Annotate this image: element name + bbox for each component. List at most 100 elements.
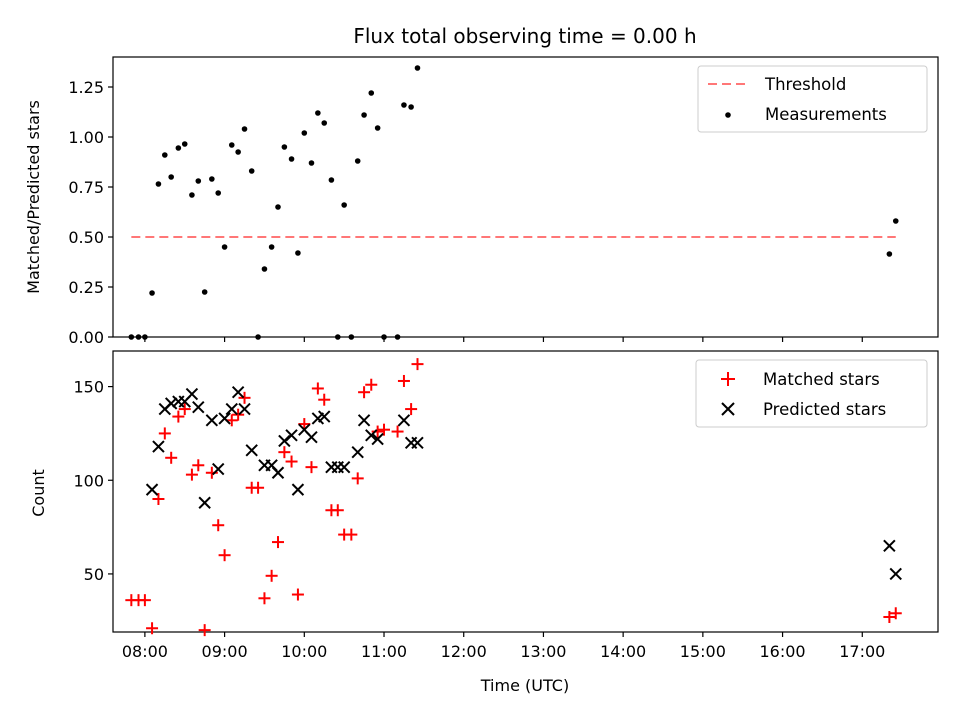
predicted-star-point (225, 402, 238, 416)
predicted-star-point (278, 434, 291, 448)
legend-measurements-label: Measurements (765, 105, 887, 124)
matched-star-point (218, 549, 231, 562)
predicted-star-point (152, 440, 165, 453)
matched-star-point (405, 403, 418, 416)
matched-star-point (291, 588, 304, 601)
measurement-point (215, 190, 222, 196)
predicted-star-point (285, 429, 298, 442)
predicted-star-point (305, 430, 318, 444)
predicted-star-point (351, 445, 364, 459)
measurement-point (261, 266, 268, 272)
x-tick-label: 16:00 (760, 642, 806, 661)
matched-star-point (889, 607, 902, 620)
predicted-star-point (231, 386, 245, 399)
x-tick-label: 13:00 (520, 642, 566, 661)
predicted-star-point (198, 496, 211, 509)
matched-star-point (252, 481, 265, 494)
top-y-tick-label: 1.00 (68, 128, 104, 147)
measurement-point (348, 334, 355, 340)
top-panel: 0.00 0.25 0.50 0.75 1.00 1.25 Matched/Predict… (24, 56, 939, 347)
matched-star-point (178, 403, 191, 416)
measurement-point (142, 334, 148, 340)
bottom-y-tick-label: 150 (73, 378, 104, 397)
top-y-tick-label: 1.25 (68, 78, 104, 97)
measurement-point (149, 290, 155, 296)
measurement-point (155, 181, 162, 187)
matched-star-point (146, 622, 159, 635)
predicted-star-point (245, 444, 258, 457)
bottom-y-tick-label: 100 (73, 471, 104, 490)
x-tick-label: 14:00 (600, 642, 646, 661)
measurement-point (162, 152, 168, 158)
matched-star-point (238, 391, 251, 404)
predicted-star-point (164, 397, 178, 410)
measurement-point (181, 141, 188, 147)
measurement-point (401, 102, 407, 108)
top-legend: Threshold Measurements (697, 65, 928, 133)
measurement-point (288, 156, 295, 162)
measurement-point (381, 334, 387, 340)
matched-star-point (265, 569, 278, 582)
measurement-point (228, 142, 235, 148)
measurement-point (892, 218, 899, 224)
measurement-point (315, 110, 321, 116)
x-tick-label: 10:00 (281, 642, 327, 661)
measurement-point (301, 130, 308, 136)
bottom-y-axis-label: Count (29, 469, 48, 517)
predicted-star-point (411, 436, 424, 450)
top-x-ticks (144, 337, 863, 342)
measurement-point (394, 334, 401, 340)
measurement-point (295, 250, 301, 256)
matched-star-point (198, 624, 211, 637)
matched-star-point (212, 519, 225, 532)
predicted-star-point (318, 410, 331, 423)
top-y-ticks: 0.00 0.25 0.50 0.75 1.00 1.25 (68, 78, 113, 347)
matched-star-point (358, 386, 371, 399)
measurement-point (281, 144, 288, 150)
x-tick-label: 15:00 (680, 642, 726, 661)
matched-star-point (331, 504, 344, 517)
matched-star-point (391, 425, 404, 438)
measurement-point (414, 65, 421, 71)
predicted-star-point (192, 400, 205, 414)
predicted-star-point (397, 414, 411, 427)
top-y-tick-label: 0.25 (68, 278, 104, 297)
measurement-point (354, 158, 361, 164)
matched-star-point (258, 592, 271, 605)
matched-star-point (318, 393, 331, 406)
top-y-tick-label: 0.75 (68, 178, 104, 197)
bottom-legend: Matched stars Predicted stars (695, 359, 928, 428)
legend-matched-label: Matched stars (763, 370, 880, 389)
measurement-point (255, 334, 261, 340)
bottom-panel: 50 100 150 08:00 09:00 10:00 11:00 12:00 13:00 1… (29, 350, 939, 695)
matched-star-point (305, 461, 318, 474)
matched-star-point (165, 451, 178, 464)
matched-star-point (351, 472, 364, 485)
matched-star-point (172, 410, 185, 423)
x-tick-label: 11:00 (361, 642, 407, 661)
matched-star-point (883, 611, 896, 624)
legend-threshold-label: Threshold (764, 75, 846, 94)
measurement-point (195, 178, 202, 184)
measurement-point (221, 244, 228, 250)
matched-star-point (185, 468, 198, 481)
legend-measurements-swatch (725, 112, 731, 118)
measurement-point (168, 174, 174, 180)
x-tick-label: 17:00 (839, 642, 885, 661)
matched-star-point (158, 427, 171, 440)
legend-matched-swatch (721, 372, 735, 386)
top-y-tick-label: 0.50 (68, 228, 104, 247)
predicted-star-point (291, 483, 305, 496)
measurement-point (886, 251, 893, 257)
measurement-point (135, 334, 142, 340)
matched-star-point (298, 418, 311, 431)
measurement-point (408, 104, 414, 110)
measurement-point (374, 125, 381, 131)
matched-star-point (152, 492, 165, 505)
predicted-star-point (218, 412, 231, 425)
measurement-point (321, 120, 328, 126)
predicted-star-point (365, 429, 378, 442)
predicted-star-point (205, 414, 219, 427)
predicted-star-point (889, 567, 902, 581)
